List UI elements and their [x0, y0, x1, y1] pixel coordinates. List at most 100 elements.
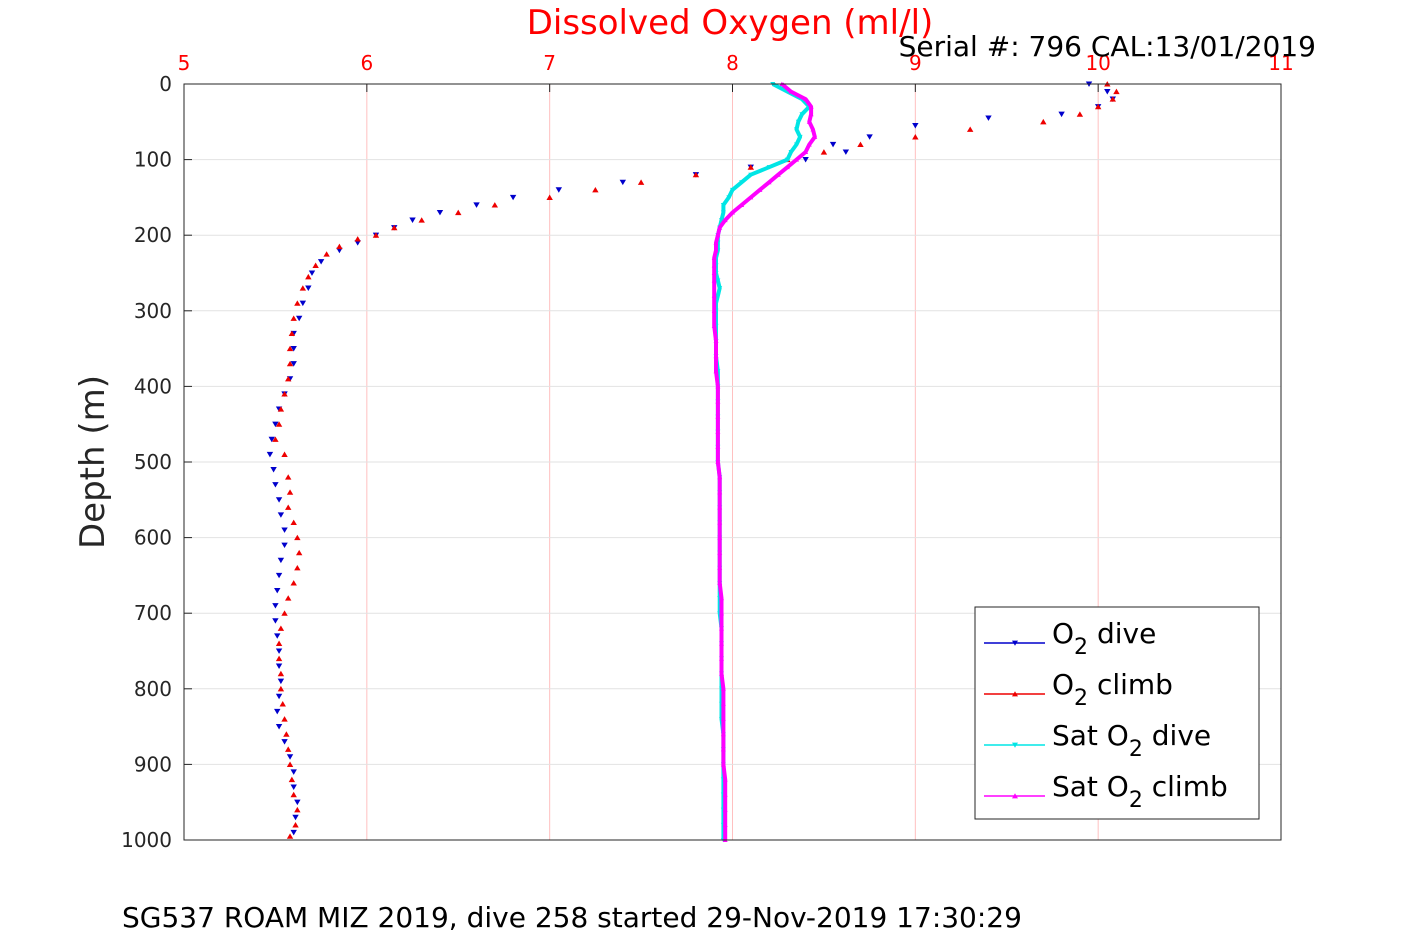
data-point-o2_climb	[286, 489, 294, 495]
data-point-sat_o2_climb	[720, 716, 726, 722]
data-point-sat_o2_dive	[748, 172, 754, 177]
data-point-o2_dive	[842, 149, 850, 155]
data-point-o2_dive	[274, 587, 281, 594]
data-point-o2_climb	[288, 776, 296, 783]
data-point-o2_dive	[509, 194, 517, 201]
data-point-o2_climb	[285, 474, 292, 480]
data-point-sat_o2_dive	[793, 142, 799, 147]
data-point-o2_dive	[1058, 111, 1065, 118]
data-point-sat_o2_climb	[719, 641, 725, 646]
data-point-sat_o2_climb	[722, 792, 728, 797]
x-tick-label: 7	[543, 51, 556, 75]
series-o2_climb	[272, 81, 1120, 839]
data-point-o2_climb	[281, 391, 288, 397]
data-point-o2_climb	[312, 262, 319, 268]
data-point-o2_climb	[1109, 96, 1116, 102]
data-point-sat_o2_dive	[715, 293, 721, 298]
legend-label-pre: O	[1052, 668, 1074, 701]
y-tick-label: 100	[134, 148, 172, 172]
data-point-o2_climb	[546, 194, 553, 200]
data-point-o2_dive	[1104, 89, 1111, 95]
y-tick-label: 300	[134, 299, 172, 323]
data-point-o2_dive	[275, 693, 283, 700]
data-point-sat_o2_dive	[784, 157, 790, 162]
legend-label-post: climb	[1088, 668, 1173, 701]
data-point-sat_o2_climb	[717, 580, 723, 585]
data-point-sat_o2_climb	[715, 232, 721, 238]
y-tick-label: 1000	[121, 828, 172, 852]
legend-label-pre: Sat O	[1052, 719, 1129, 752]
data-point-o2_climb	[277, 670, 285, 677]
data-point-o2_climb	[299, 285, 307, 291]
legend-marker	[1012, 793, 1018, 799]
data-point-o2_climb	[336, 243, 343, 250]
data-point-o2_climb	[275, 655, 283, 662]
x-tick-label: 5	[178, 51, 191, 75]
data-point-sat_o2_climb	[711, 323, 717, 328]
data-point-o2_dive	[802, 157, 809, 163]
series-sat_o2_climb	[711, 81, 818, 842]
data-point-o2_climb	[272, 436, 279, 442]
data-point-sat_o2_climb	[766, 180, 772, 185]
data-point-o2_dive	[274, 633, 281, 639]
data-point-o2_dive	[277, 512, 285, 518]
data-point-o2_climb	[747, 164, 754, 170]
data-point-o2_dive	[299, 300, 307, 307]
data-point-o2_dive	[985, 115, 992, 121]
data-point-o2_dive	[619, 179, 626, 186]
data-point-o2_climb	[592, 186, 599, 193]
data-point-sat_o2_dive	[715, 278, 721, 283]
data-point-sat_o2_climb	[719, 671, 725, 676]
data-point-o2_dive	[272, 618, 279, 624]
data-point-o2_dive	[294, 799, 301, 806]
data-point-o2_dive	[354, 240, 361, 246]
data-point-sat_o2_climb	[715, 384, 721, 389]
data-point-sat_o2_climb	[717, 565, 723, 570]
data-point-o2_climb	[277, 406, 285, 412]
data-point-o2_climb	[283, 731, 290, 737]
data-point-o2_climb	[285, 375, 292, 382]
data-point-sat_o2_climb	[715, 399, 721, 404]
data-point-o2_dive	[555, 187, 563, 193]
data-point-o2_climb	[277, 625, 285, 631]
data-point-o2_dive	[272, 421, 279, 428]
data-point-o2_climb	[391, 224, 398, 231]
data-point-o2_climb	[277, 685, 285, 692]
data-point-sat_o2_dive	[717, 286, 723, 291]
data-point-sat_o2_dive	[797, 134, 803, 140]
legend-label: Sat O2 dive	[1052, 719, 1211, 762]
data-point-sat_o2_climb	[717, 520, 723, 525]
data-point-o2_dive	[473, 202, 480, 208]
x-tick-label: 6	[360, 51, 373, 75]
data-point-sat_o2_climb	[720, 701, 726, 706]
data-point-o2_dive	[308, 270, 316, 276]
data-point-sat_o2_climb	[722, 217, 728, 223]
data-point-sat_o2_climb	[812, 134, 818, 139]
data-point-o2_climb	[285, 595, 292, 601]
data-point-sat_o2_climb	[717, 489, 723, 495]
data-point-o2_dive	[290, 769, 297, 775]
data-point-o2_dive	[272, 482, 279, 488]
data-point-sat_o2_climb	[717, 550, 723, 555]
data-point-o2_climb	[275, 421, 283, 427]
data-point-sat_o2_dive	[720, 202, 726, 208]
data-point-sat_o2_climb	[711, 255, 717, 260]
data-point-o2_climb	[279, 701, 286, 707]
data-point-sat_o2_climb	[803, 149, 809, 155]
data-point-o2_climb	[290, 315, 297, 321]
legend-label-post: dive	[1088, 617, 1156, 650]
data-point-o2_dive	[305, 285, 312, 291]
data-point-sat_o2_climb	[711, 308, 717, 313]
series-line-sat_o2_climb	[712, 82, 817, 840]
data-point-o2_dive	[277, 557, 285, 564]
data-point-o2_dive	[295, 315, 303, 322]
data-point-o2_climb	[418, 217, 425, 223]
data-point-sat_o2_dive	[720, 210, 726, 215]
data-point-o2_climb	[1040, 118, 1047, 125]
legend-label-sub: 2	[1074, 635, 1088, 660]
data-point-o2_climb	[305, 273, 312, 280]
legend-label: O2 dive	[1052, 617, 1156, 660]
data-point-o2_climb	[1113, 88, 1120, 95]
data-point-sat_o2_climb	[715, 459, 721, 464]
data-point-o2_climb	[692, 171, 700, 178]
